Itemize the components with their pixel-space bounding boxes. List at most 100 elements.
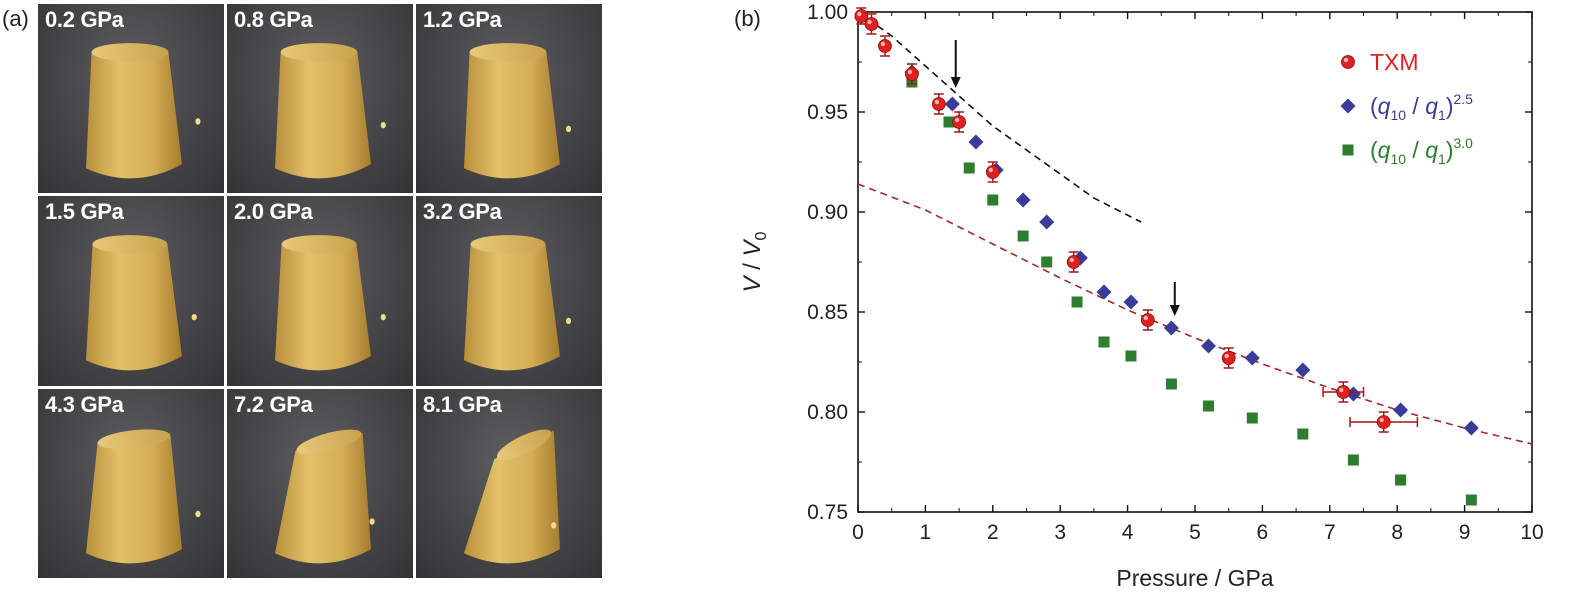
legend-marker-square (1342, 144, 1354, 156)
reference-particle (565, 125, 572, 133)
legend-label: TXM (1370, 49, 1419, 75)
data-point-circle (1221, 351, 1236, 365)
sample-render (464, 43, 572, 179)
sample-body (86, 52, 182, 179)
data-point-circle (952, 115, 967, 129)
data-point-circle-highlight (1069, 257, 1074, 263)
sample-top (281, 235, 357, 254)
sample-render (464, 429, 560, 564)
data-point-diamond (1393, 402, 1409, 418)
tomography-tile: 8.1 GPa (416, 388, 602, 578)
sample-top (470, 235, 546, 254)
data-point-square (1202, 400, 1214, 412)
reference-particle (191, 314, 197, 321)
tomography-tile: 1.2 GPa (416, 4, 602, 194)
sample-top (469, 43, 547, 62)
x-tick-label: 5 (1189, 521, 1201, 544)
data-point-square (1017, 230, 1029, 242)
sample-render (275, 235, 386, 371)
data-point-square (1071, 296, 1083, 308)
data-point-circle-highlight (1224, 353, 1229, 359)
reference-particle (551, 521, 557, 529)
x-tick-label: 10 (1520, 521, 1543, 544)
pressure-label: 0.8 GPa (234, 7, 313, 32)
data-point-square (1165, 378, 1177, 390)
pressure-label: 4.3 GPa (45, 391, 124, 417)
sample-body (464, 244, 560, 371)
y-tick-label: 1.00 (807, 1, 848, 24)
sample-top (91, 43, 169, 62)
data-point-circle-highlight (857, 11, 862, 17)
sample-top (97, 429, 171, 449)
pressure-label: 0.2 GPa (45, 7, 124, 32)
data-point-circle (1376, 415, 1391, 429)
data-point-diamond (944, 96, 960, 112)
reference-particle (195, 510, 201, 517)
sample-body (464, 430, 560, 564)
data-point-diamond (1123, 294, 1139, 310)
data-point-square (987, 194, 999, 206)
x-tick-label: 8 (1391, 521, 1403, 544)
tomography-tile: 2.0 GPa (227, 196, 413, 386)
x-tick-label: 6 (1257, 521, 1269, 544)
legend-label: (q10 / q1)2.5 (1370, 91, 1473, 123)
data-point-diamond (1463, 420, 1479, 436)
pressure-label: 3.2 GPa (423, 199, 502, 225)
reference-particle (369, 517, 375, 525)
data-point-circle (931, 97, 946, 111)
data-point-square (1347, 454, 1359, 466)
data-point-circle-highlight (907, 69, 913, 75)
sample-body (464, 52, 560, 179)
data-point-diamond (1096, 284, 1112, 300)
data-point-diamond (1200, 338, 1216, 354)
data-point-diamond (1015, 192, 1031, 208)
tomography-tile: 4.3 GPa (38, 388, 224, 578)
sample-body (86, 434, 182, 564)
data-point-circle-highlight (988, 167, 993, 173)
sample-render (86, 429, 201, 564)
y-tick-label: 0.95 (807, 101, 848, 124)
volume-pressure-plot: (b) 0 1 2 3 4 5 6 7 8 9 10 0.75 0.80 0.85 0.90 0.95 1.00… (734, 1, 1544, 591)
sample-top (296, 429, 362, 455)
data-point-circle (878, 39, 892, 53)
tomography-tile: 0.2 GPa (38, 4, 224, 194)
reference-particle (380, 121, 386, 129)
fit-curve-fit-low (857, 183, 1533, 445)
y-tick-label: 0.90 (807, 201, 848, 224)
data-point-circle-highlight (954, 117, 960, 123)
panel-b-letter: (b) (734, 6, 761, 31)
sample-render (275, 43, 386, 179)
data-point-square (1465, 494, 1477, 506)
annotation-arrow-head (1169, 305, 1180, 316)
data-point-circle (905, 67, 919, 81)
legend-marker-circle-highlight (1343, 57, 1349, 63)
y-axis-label: V / V0 (739, 231, 770, 292)
fit-curve-fit-high (857, 11, 1142, 223)
sample-body (275, 52, 371, 179)
x-tick-label: 4 (1122, 521, 1134, 544)
data-point-circle-highlight (880, 41, 886, 47)
sample-body (86, 244, 182, 371)
tomography-tile: 3.2 GPa (416, 196, 602, 386)
data-point-square (1125, 350, 1137, 362)
data-point-circle (985, 165, 1000, 179)
x-tick-label: 1 (920, 521, 932, 544)
reference-particle (565, 318, 572, 325)
x-axis-label: Pressure / GPa (1116, 565, 1273, 591)
data-point-circle (864, 17, 879, 31)
data-point-square (1246, 412, 1258, 424)
data-point-diamond (1244, 350, 1260, 366)
plot-frame (857, 11, 1533, 513)
data-point-circle-highlight (1339, 387, 1344, 393)
data-point-circle (1336, 385, 1351, 399)
data-point-square (1297, 428, 1309, 440)
sample-body (275, 244, 371, 371)
data-point-circle (1140, 313, 1155, 327)
x-tick-label: 7 (1324, 521, 1336, 544)
data-point-circle-highlight (867, 19, 872, 25)
sample-render (86, 235, 197, 371)
sample-render (464, 235, 572, 371)
data-point-square (1098, 336, 1110, 348)
sample-body (275, 432, 371, 564)
reference-particle (380, 314, 386, 321)
